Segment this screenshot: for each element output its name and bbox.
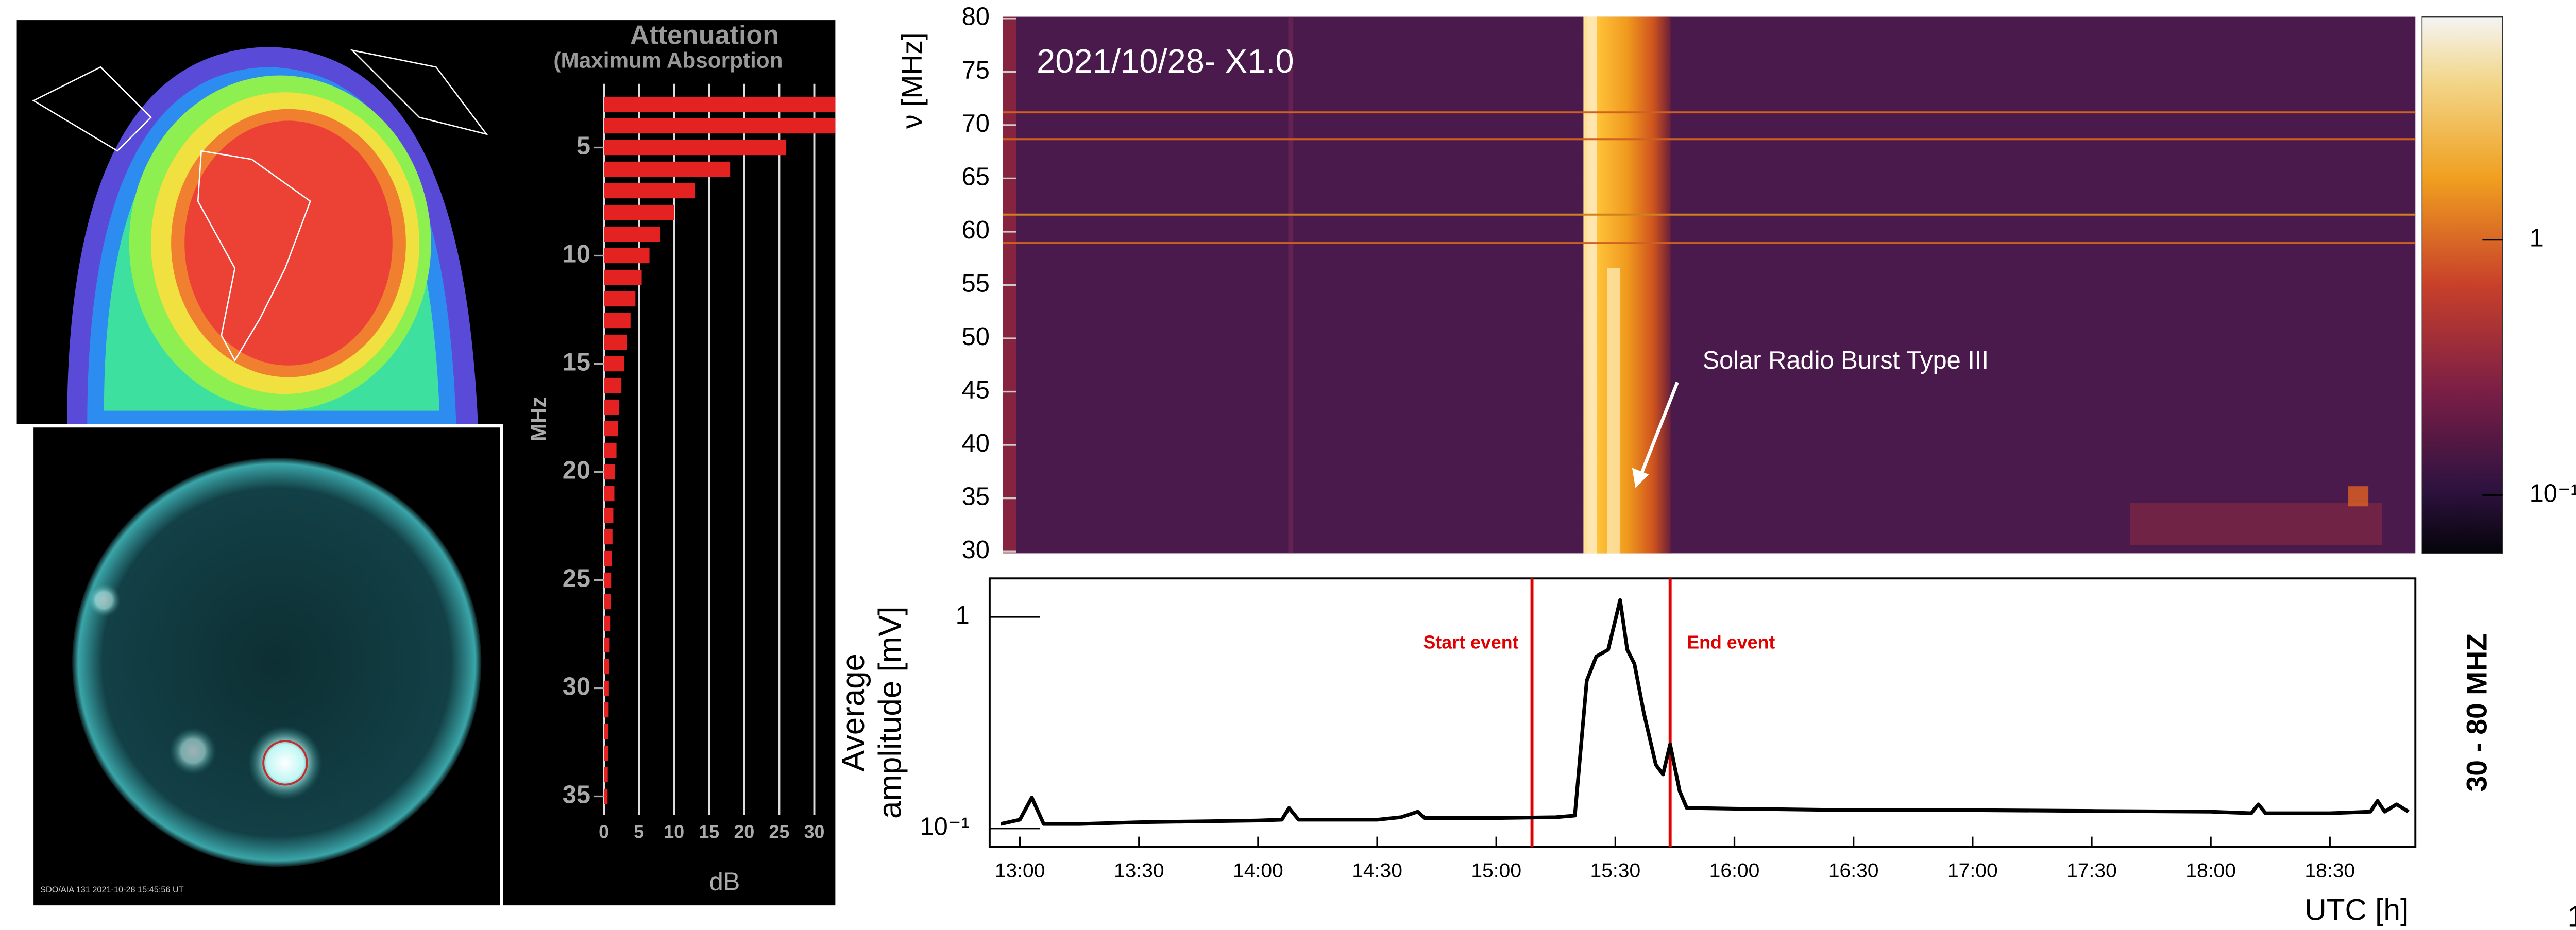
x-tick-label: 10 xyxy=(664,822,684,842)
x-tick-label: 15:30 xyxy=(1590,859,1641,882)
bar xyxy=(604,161,731,177)
y-tick-label: 70 xyxy=(962,110,990,137)
x-axis-label: UTC [h] xyxy=(2304,893,2409,927)
side-label: 30 - 80 MHZ xyxy=(2461,633,2493,791)
chart-subtitle: (Maximum Absorption xyxy=(553,48,783,73)
absorption-map xyxy=(16,20,503,424)
x-tick-label: 0 xyxy=(599,822,609,842)
event-label: Start event xyxy=(1423,632,1519,653)
bar xyxy=(604,550,612,566)
chart-title: Attenuation xyxy=(630,20,779,50)
x-tick-label: 25 xyxy=(769,822,790,842)
colorbar-tick-label: 1 xyxy=(2530,225,2544,252)
bar xyxy=(604,269,642,285)
y-tick-label: 50 xyxy=(962,323,990,351)
sun-image: SDO/AIA 131 2021-10-28 15:45:56 UT xyxy=(33,427,500,906)
x-tick-label: 30 xyxy=(804,822,825,842)
y-axis-label: ν [MHz] xyxy=(896,32,928,129)
x-tick-label: 16:30 xyxy=(1828,859,1879,882)
y-tick-label: 65 xyxy=(962,163,990,191)
bar xyxy=(604,572,612,588)
chart-title: 2021/10/28- X1.0 xyxy=(1037,42,1294,80)
x-tick-label: 18:00 xyxy=(2185,859,2236,882)
y-tick-label: 35 xyxy=(563,781,590,808)
bar xyxy=(604,659,609,675)
x-tick-label: 15 xyxy=(699,822,719,842)
bar xyxy=(604,399,620,415)
bar xyxy=(604,313,631,329)
y-axis-label: amplitude [mV] xyxy=(872,606,908,818)
bar xyxy=(604,442,617,458)
bar xyxy=(604,226,660,242)
bar xyxy=(604,702,609,718)
y-tick-label: 15 xyxy=(563,348,590,376)
attenuation-chart: Attenuation(Maximum Absorption 0 5 10 15 20 25… xyxy=(527,20,836,896)
spectrogram-image xyxy=(1003,16,2503,554)
y-tick-label: 30 xyxy=(962,536,990,564)
bar xyxy=(604,291,636,307)
bar xyxy=(604,507,614,523)
y-tick-label: 60 xyxy=(962,216,990,244)
x-tick-label: 17:30 xyxy=(2066,859,2117,882)
bar xyxy=(604,96,836,112)
bar xyxy=(604,248,650,264)
y-tick-label: 40 xyxy=(962,429,990,457)
y-tick-label: 45 xyxy=(962,376,990,404)
x-tick-label: 20 xyxy=(734,822,754,842)
x-tick-label: 15:00 xyxy=(1471,859,1521,882)
y-tick-label: 75 xyxy=(962,56,990,84)
y-tick-label: 5 xyxy=(577,132,590,160)
sun-caption: SDO/AIA 131 2021-10-28 15:45:56 UT xyxy=(40,885,184,894)
bar xyxy=(604,788,608,804)
y-tick-label: 1 xyxy=(956,601,970,629)
bar xyxy=(604,724,608,739)
x-tick-label: 14:00 xyxy=(1233,859,1283,882)
x-tick-label: 5 xyxy=(634,822,644,842)
y-axis-label: Average xyxy=(836,653,871,771)
bar xyxy=(604,767,608,783)
x-tick-label: 13:30 xyxy=(1114,859,1164,882)
bar xyxy=(604,334,627,350)
bar xyxy=(604,486,615,502)
bar xyxy=(604,615,611,631)
x-tick-label: 18:30 xyxy=(2304,859,2355,882)
line-plot-frame xyxy=(988,577,2417,848)
bar xyxy=(604,637,610,653)
y-axis-label: MHz xyxy=(527,397,551,441)
x-tick-label: 14:30 xyxy=(1352,859,1402,882)
bar xyxy=(604,118,836,134)
x-tick-label: 16:00 xyxy=(1709,859,1760,882)
bar xyxy=(604,183,696,199)
bar xyxy=(604,594,611,610)
annotation: Solar Radio Burst Type III xyxy=(1703,347,1989,374)
y-tick-label: 35 xyxy=(962,483,990,511)
y-tick-label: 55 xyxy=(962,269,990,297)
y-tick-label: 25 xyxy=(563,564,590,592)
bar xyxy=(604,140,787,156)
colorbar-tick-label: 10⁻¹ xyxy=(2530,479,2576,507)
y-tick-label: 10 xyxy=(563,240,590,268)
x-axis-label: dB xyxy=(709,868,740,896)
bar xyxy=(604,377,622,393)
y-tick-label: 10⁻¹ xyxy=(920,813,969,841)
event-label: End event xyxy=(1687,632,1775,653)
y-tick-label: 20 xyxy=(563,456,590,484)
y-tick-label: 30 xyxy=(563,673,590,700)
amplitude-line xyxy=(1000,598,2410,826)
bar xyxy=(604,745,608,761)
bar xyxy=(604,356,624,372)
x-tick-label: 13:00 xyxy=(995,859,1045,882)
bar xyxy=(604,204,674,220)
bar xyxy=(604,464,615,480)
x-tick-label: 17:00 xyxy=(1947,859,1998,882)
bar xyxy=(604,421,618,437)
y-tick-label: 80 xyxy=(962,3,990,31)
bar xyxy=(604,680,609,696)
bar xyxy=(604,529,613,545)
page-number: 11 xyxy=(2567,900,2576,930)
